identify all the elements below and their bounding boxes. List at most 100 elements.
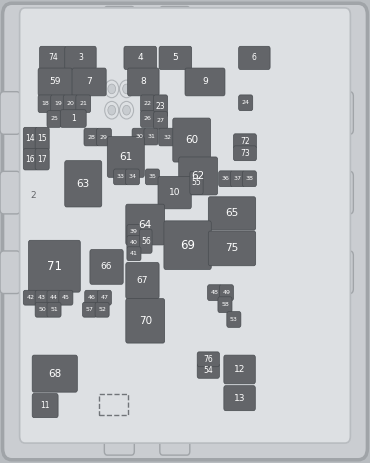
- FancyBboxPatch shape: [32, 355, 77, 392]
- FancyBboxPatch shape: [65, 161, 102, 207]
- Text: 61: 61: [119, 152, 132, 162]
- FancyBboxPatch shape: [84, 128, 99, 146]
- FancyBboxPatch shape: [60, 110, 86, 127]
- FancyBboxPatch shape: [76, 95, 91, 113]
- FancyBboxPatch shape: [158, 176, 191, 209]
- Text: 32: 32: [163, 135, 171, 139]
- Text: 2: 2: [30, 191, 36, 200]
- Text: 63: 63: [77, 179, 90, 189]
- FancyBboxPatch shape: [90, 250, 123, 284]
- Text: 39: 39: [130, 229, 138, 234]
- FancyBboxPatch shape: [107, 137, 144, 177]
- Text: 18: 18: [42, 101, 49, 106]
- Circle shape: [120, 101, 134, 119]
- FancyBboxPatch shape: [164, 221, 211, 269]
- FancyBboxPatch shape: [154, 112, 168, 129]
- FancyBboxPatch shape: [72, 68, 106, 96]
- FancyBboxPatch shape: [23, 127, 37, 150]
- Text: 56: 56: [141, 237, 151, 246]
- FancyBboxPatch shape: [114, 169, 128, 185]
- Text: 31: 31: [147, 134, 155, 139]
- FancyBboxPatch shape: [104, 6, 134, 28]
- Text: 11: 11: [40, 401, 50, 410]
- FancyBboxPatch shape: [208, 285, 222, 300]
- FancyBboxPatch shape: [128, 68, 159, 96]
- FancyBboxPatch shape: [208, 197, 256, 230]
- FancyBboxPatch shape: [333, 171, 353, 214]
- FancyBboxPatch shape: [124, 46, 157, 69]
- FancyBboxPatch shape: [59, 290, 73, 305]
- FancyBboxPatch shape: [127, 236, 141, 250]
- Circle shape: [123, 106, 130, 115]
- FancyBboxPatch shape: [0, 92, 20, 134]
- Text: 42: 42: [26, 295, 34, 300]
- Text: 41: 41: [130, 251, 138, 256]
- Text: 49: 49: [222, 290, 231, 295]
- FancyBboxPatch shape: [218, 297, 232, 313]
- FancyBboxPatch shape: [28, 240, 80, 292]
- Text: 58: 58: [221, 302, 229, 307]
- Text: 53: 53: [230, 317, 238, 322]
- Text: 46: 46: [88, 295, 96, 300]
- FancyBboxPatch shape: [239, 46, 270, 69]
- Text: 72: 72: [240, 137, 250, 146]
- Text: 20: 20: [67, 101, 75, 106]
- FancyBboxPatch shape: [224, 386, 255, 411]
- FancyBboxPatch shape: [233, 134, 256, 149]
- FancyBboxPatch shape: [97, 290, 111, 305]
- Text: 26: 26: [144, 117, 152, 121]
- FancyBboxPatch shape: [0, 251, 20, 294]
- Text: 37: 37: [233, 176, 242, 181]
- FancyBboxPatch shape: [125, 169, 139, 185]
- FancyBboxPatch shape: [47, 302, 61, 317]
- FancyBboxPatch shape: [65, 46, 96, 69]
- FancyBboxPatch shape: [132, 128, 146, 145]
- FancyBboxPatch shape: [141, 111, 155, 127]
- FancyBboxPatch shape: [219, 171, 233, 187]
- Text: 24: 24: [242, 100, 250, 105]
- Text: 34: 34: [128, 175, 137, 179]
- FancyBboxPatch shape: [126, 263, 159, 299]
- Text: 21: 21: [79, 101, 87, 106]
- Text: 74: 74: [48, 53, 58, 63]
- Text: 47: 47: [100, 295, 108, 300]
- FancyBboxPatch shape: [38, 95, 53, 113]
- Text: 1: 1: [71, 114, 75, 123]
- Text: 52: 52: [98, 307, 106, 312]
- Text: 54: 54: [204, 366, 213, 375]
- Text: 73: 73: [240, 149, 250, 158]
- FancyBboxPatch shape: [38, 68, 72, 96]
- FancyBboxPatch shape: [0, 171, 20, 214]
- FancyBboxPatch shape: [159, 46, 192, 69]
- FancyBboxPatch shape: [95, 302, 109, 317]
- Text: 65: 65: [225, 208, 239, 219]
- Text: 45: 45: [62, 295, 70, 300]
- Text: 5: 5: [172, 53, 178, 63]
- FancyBboxPatch shape: [63, 95, 78, 113]
- Text: 25: 25: [50, 117, 58, 121]
- FancyBboxPatch shape: [333, 92, 353, 134]
- Bar: [99, 394, 128, 415]
- FancyBboxPatch shape: [97, 128, 111, 146]
- Text: 27: 27: [157, 118, 165, 123]
- FancyBboxPatch shape: [126, 299, 165, 343]
- Text: 57: 57: [85, 307, 94, 312]
- FancyBboxPatch shape: [145, 169, 159, 185]
- Text: 4: 4: [137, 53, 143, 63]
- FancyBboxPatch shape: [160, 6, 190, 28]
- Text: 50: 50: [38, 307, 46, 312]
- Text: 38: 38: [245, 176, 253, 181]
- Text: 23: 23: [156, 101, 165, 111]
- FancyBboxPatch shape: [219, 285, 233, 300]
- Text: 71: 71: [47, 260, 62, 273]
- Text: 68: 68: [48, 369, 61, 379]
- Text: 30: 30: [135, 134, 143, 139]
- Text: 22: 22: [144, 101, 152, 106]
- Text: 9: 9: [202, 77, 208, 87]
- FancyBboxPatch shape: [35, 302, 49, 317]
- FancyBboxPatch shape: [333, 251, 353, 294]
- Text: 59: 59: [49, 77, 61, 87]
- FancyBboxPatch shape: [35, 127, 49, 150]
- FancyBboxPatch shape: [47, 290, 61, 305]
- FancyBboxPatch shape: [47, 111, 61, 127]
